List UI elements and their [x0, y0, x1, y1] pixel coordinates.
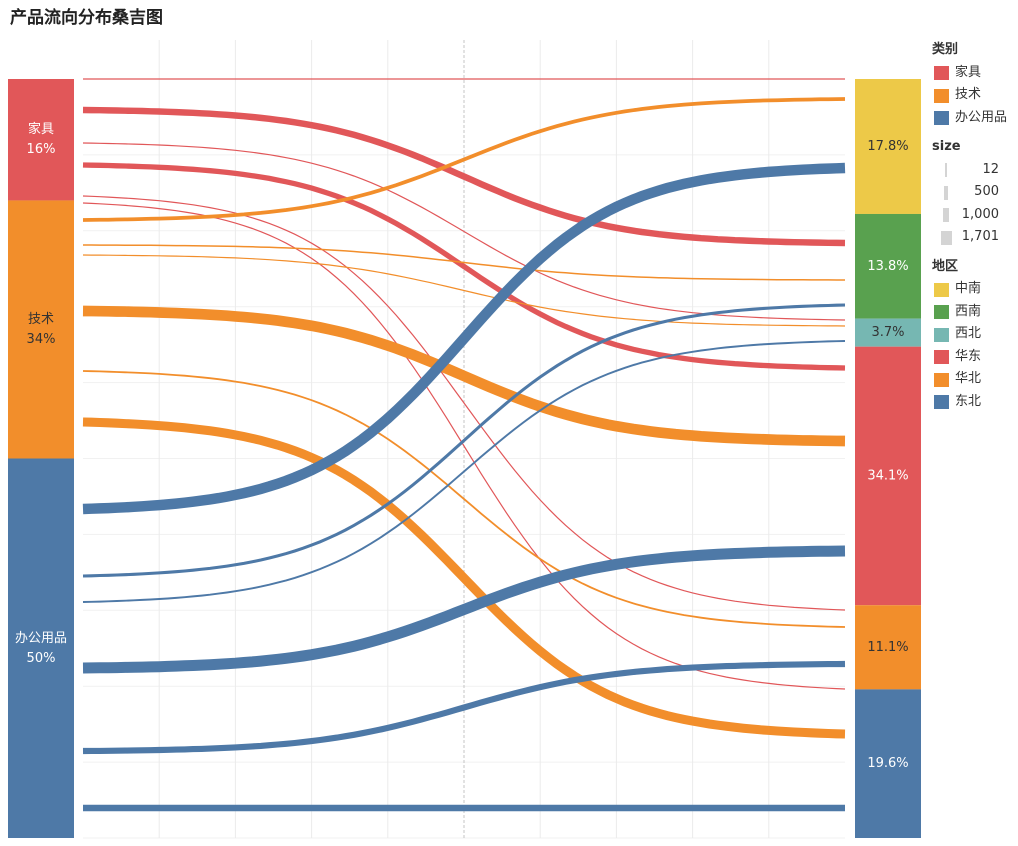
flow-office-supplies-to-north-china[interactable] [82, 660, 846, 755]
size-label: 1,701 [961, 229, 999, 244]
legend-label-furniture: 家具 [955, 64, 982, 80]
flow-office-supplies-to-central-south[interactable] [82, 162, 846, 515]
size-mark [940, 230, 952, 245]
flow-technology-to-northwest[interactable] [82, 254, 846, 327]
legend-swatch-fill [934, 111, 949, 125]
source-name-office-supplies: 办公用品 [15, 631, 67, 646]
legend-label-office-supplies: 办公用品 [955, 109, 1008, 125]
target-bar-north-china[interactable] [855, 605, 921, 690]
legend-swatch-southwest [934, 305, 949, 319]
source-bar-office-supplies[interactable] [8, 458, 74, 839]
legend-swatch-fill [934, 372, 949, 387]
legend-item-northwest[interactable]: 西北 [932, 323, 1014, 346]
legend-size-item: 12 [932, 159, 1014, 182]
legend-label-central-south: 中南 [955, 281, 982, 296]
legend-swatch-furniture [934, 66, 949, 80]
legend-size-item: 1,000 [932, 204, 1014, 227]
legend-swatch-fill [934, 395, 949, 409]
legend-title-size: size [932, 139, 961, 154]
size-mark [942, 208, 950, 222]
legend-swatch-east-china [934, 350, 949, 364]
legend-swatch-fill [934, 66, 949, 80]
target-share-north-china: 11.1% [867, 640, 908, 655]
legend-item-technology[interactable]: 技术 [932, 84, 1014, 107]
legend: 类别 家具 技术 办公用品 size 12 500 1,000 1,701 地区… [932, 39, 1014, 413]
flow-technology-to-central-south[interactable] [82, 97, 846, 222]
source-name-furniture: 家具 [28, 121, 54, 137]
target-share-northeast: 19.6% [867, 756, 908, 771]
size-label: 500 [974, 184, 999, 199]
legend-item-east-china[interactable]: 华东 [932, 346, 1014, 369]
legend-title-region: 地区 [932, 258, 959, 274]
target-share-east-china: 34.1% [867, 468, 908, 483]
flow-technology-to-northeast[interactable] [82, 417, 846, 739]
legend-label-northwest: 西北 [955, 326, 982, 341]
source-bar-furniture[interactable] [8, 79, 74, 201]
target-share-central-south: 17.8% [867, 139, 908, 154]
target-share-northwest: 3.7% [871, 325, 904, 340]
legend-label-northeast: 东北 [955, 393, 982, 409]
flow-office-supplies-to-east-china[interactable] [82, 545, 846, 674]
target-bar-southwest[interactable] [855, 213, 921, 319]
flow-lines [82, 78, 846, 812]
flow-technology-to-southwest[interactable] [83, 244, 845, 281]
source-bar-technology[interactable] [8, 200, 74, 459]
legend-swatch-fill [934, 88, 949, 103]
size-label: 1,000 [961, 206, 999, 222]
flow-furniture-to-southwest[interactable] [82, 106, 846, 247]
legend-item-north-china[interactable]: 华北 [932, 368, 1014, 391]
flow-technology-to-east-china[interactable] [82, 305, 846, 447]
chart-title: 产品流向分布桑吉图 [10, 8, 163, 28]
target-share-southwest: 13.8% [867, 259, 908, 274]
legend-label-north-china: 华北 [955, 371, 982, 386]
legend-swatch-northeast [934, 395, 949, 409]
target-bars: 17.8% 13.8% 3.7% 34.1% 11.1% 19.6% [855, 79, 921, 838]
source-bars: 家具 16% 技术 34% 办公用品 50% [8, 79, 74, 838]
legend-label-southwest: 西南 [955, 303, 982, 319]
target-bar-northeast[interactable] [855, 689, 921, 838]
flow-office-supplies-to-northwest[interactable] [82, 340, 846, 603]
legend-item-furniture[interactable]: 家具 [932, 62, 1014, 85]
legend-size-item: 500 [932, 181, 1014, 204]
legend-label-east-china: 华东 [955, 348, 982, 364]
target-bar-east-china[interactable] [855, 346, 921, 606]
legend-size-item: 1,701 [932, 226, 1014, 249]
legend-item-office-supplies[interactable]: 办公用品 [932, 107, 1014, 130]
flow-technology-to-north-china[interactable] [82, 370, 846, 628]
legend-item-central-south[interactable]: 中南 [932, 278, 1014, 301]
size-label: 12 [982, 161, 999, 177]
size-mark [945, 163, 947, 177]
legend-swatch-fill [934, 282, 949, 297]
source-name-technology: 技术 [28, 312, 54, 327]
legend-swatch-fill [934, 327, 949, 342]
legend-swatch-office-supplies [934, 111, 949, 125]
source-share-furniture: 16% [27, 142, 56, 157]
legend-swatch-fill [934, 350, 949, 364]
size-mark [944, 185, 948, 200]
legend-item-northeast[interactable]: 东北 [932, 391, 1014, 414]
flow-furniture-to-north-china[interactable] [82, 195, 846, 611]
legend-swatch-fill [934, 305, 949, 319]
legend-label-technology: 技术 [955, 87, 982, 102]
flow-furniture-to-northwest[interactable] [82, 142, 846, 321]
target-bar-northwest[interactable] [855, 318, 921, 347]
source-share-technology: 34% [27, 332, 56, 347]
legend-swatch-central-south [934, 282, 949, 297]
source-share-office-supplies: 50% [27, 651, 56, 666]
legend-swatch-north-china [934, 372, 949, 387]
flow-furniture-to-east-china[interactable] [82, 162, 846, 371]
legend-item-southwest[interactable]: 西南 [932, 301, 1014, 324]
target-bar-central-south[interactable] [855, 79, 921, 214]
legend-swatch-technology [934, 88, 949, 103]
flow-office-supplies-to-southwest[interactable] [82, 303, 846, 578]
legend-title-category: 类别 [932, 42, 959, 57]
legend-swatch-northwest [934, 327, 949, 342]
